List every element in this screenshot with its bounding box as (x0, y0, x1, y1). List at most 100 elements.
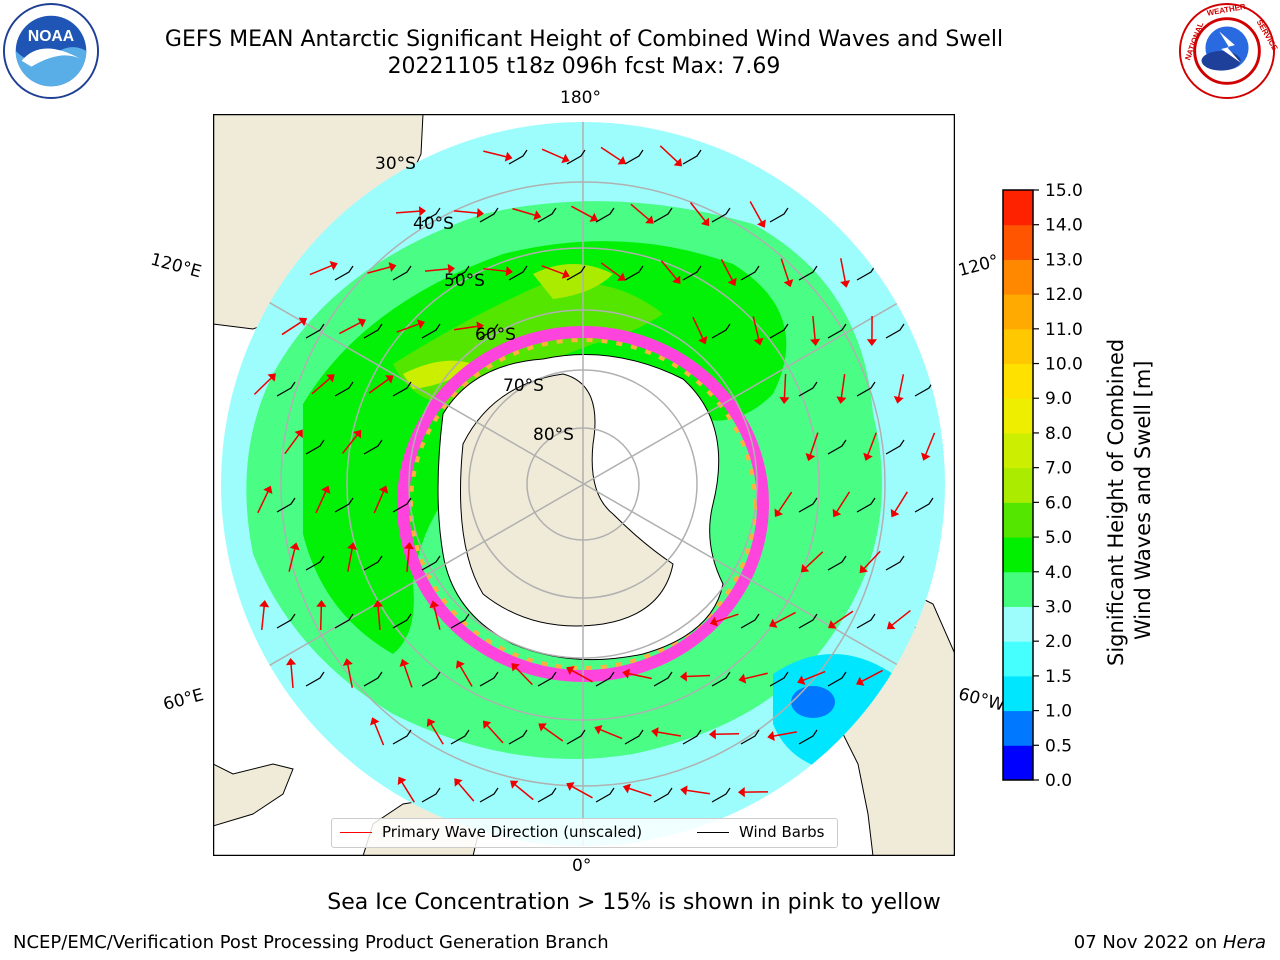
colorbar-tick-label: 1.0 (1045, 702, 1072, 722)
polar-map: 30°S 40°S 50°S 60°S 70°S 80°S (213, 114, 955, 856)
colorbar-swatch (1003, 745, 1033, 781)
wind-barb (392, 381, 412, 397)
colorbar-swatch (1003, 641, 1033, 677)
wave-arrow-head (538, 723, 547, 732)
chart-subtitle: 20221105 t18z 096h fcst Max: 7.69 (387, 54, 781, 79)
wave-arrow (512, 207, 536, 217)
wind-barb (305, 555, 325, 571)
wave-arrow-head (622, 783, 631, 794)
wave-arrow (720, 259, 734, 281)
wind-barb (508, 729, 528, 745)
wave-arrow (515, 666, 533, 686)
wave-arrow-head (370, 717, 380, 726)
wave-arrow-head (856, 676, 865, 686)
wave-arrow (752, 316, 760, 340)
wind-barb (856, 497, 876, 513)
wave-arrow (659, 145, 679, 163)
wave-arrow-head (797, 675, 806, 685)
wave-arrow-head (511, 663, 520, 672)
wave-arrow (571, 669, 593, 683)
colorbar-swatch (1003, 432, 1033, 469)
wave-arrow-head (298, 317, 308, 327)
wave-arrow (257, 490, 269, 514)
wave-arrow-head (680, 785, 688, 796)
colorbar-tick-label: 13.0 (1045, 250, 1083, 270)
wave-arrow (571, 205, 593, 219)
wave-arrow-head (809, 338, 821, 346)
wind-barb (624, 265, 644, 281)
wave-arrow-head (482, 720, 492, 730)
legend-wave-label: Primary Wave Direction (unscaled) (382, 823, 643, 841)
wind-barb (624, 729, 644, 745)
wave-arrow (628, 672, 652, 680)
wave-arrow-head (651, 727, 659, 738)
wave-arrow-head (294, 429, 303, 438)
wave-arrow-head (504, 151, 513, 162)
wave-arrow (867, 432, 877, 456)
wave-arrow (403, 664, 413, 688)
chart-title: GEFS MEAN Antarctic Significant Height o… (164, 27, 1004, 52)
lon-label-0: 0° (572, 856, 592, 876)
wind-barb (682, 265, 702, 281)
wind-barb (856, 613, 876, 629)
wave-arrow-head (429, 600, 440, 609)
wave-arrow (897, 374, 905, 398)
wave-arrow-head (378, 485, 389, 494)
wave-arrow-head (836, 396, 847, 404)
wave-arrow-head (566, 782, 575, 792)
lat-label-30s: 30°S (375, 154, 416, 174)
wave-arrow (483, 150, 507, 158)
wind-barb (276, 613, 296, 629)
wind-barb (711, 787, 731, 803)
wind-barb (334, 613, 354, 629)
wave-arrow (686, 789, 710, 795)
wind-barb (508, 149, 528, 165)
wind-barb (479, 323, 499, 339)
wind-barb (798, 265, 818, 281)
colorbar-swatch (1003, 537, 1033, 573)
colorbar-tick-label: 0.0 (1045, 771, 1072, 790)
colorbar-swatch (1003, 398, 1033, 434)
colorbar-swatch (1003, 328, 1033, 365)
lat-label-80s: 80°S (533, 425, 574, 445)
wind-barb (798, 497, 818, 513)
wave-arrow-head (329, 261, 338, 271)
wave-arrow (809, 432, 819, 456)
wave-arrow (406, 547, 410, 573)
wave-arrow-head (418, 206, 427, 217)
colorbar-label-line1: Significant Height of Combined (1104, 338, 1128, 666)
wave-band-6m (533, 264, 613, 299)
colorbar-swatch (1003, 606, 1033, 642)
lon-label-180: 180° (560, 88, 601, 108)
wave-arrow (482, 267, 508, 273)
wave-arrow (368, 378, 390, 394)
wave-arrow (924, 432, 936, 456)
wind-barb (421, 323, 441, 339)
wave-arrow-head (589, 212, 598, 222)
colorbar-tick-label: 4.0 (1045, 563, 1072, 583)
wave-arrow (290, 663, 294, 689)
wave-arrow-head (756, 219, 766, 228)
wave-arrow-head (698, 336, 708, 345)
wave-arrow (599, 728, 623, 740)
wave-arrow-head (321, 485, 331, 494)
colorbar-tick-label: 11.0 (1045, 320, 1083, 340)
footer-credit: NCEP/EMC/Verification Post Processing Pr… (13, 932, 609, 953)
wind-barb (711, 207, 731, 223)
wave-arrows (253, 145, 936, 803)
wave-arrow-head (774, 508, 783, 518)
wind-barb (363, 555, 383, 571)
wind-barb (885, 555, 905, 571)
wind-barb (885, 439, 905, 455)
wave-arrow (840, 374, 846, 398)
wind-barb (363, 671, 383, 687)
wind-barb (392, 265, 412, 281)
wave-arrow (542, 726, 564, 742)
wind-barb (827, 439, 847, 455)
wave-arrow-head (769, 618, 778, 628)
wind-barb (682, 729, 702, 745)
wind-barb (305, 671, 325, 687)
wave-arrow-head (285, 658, 297, 666)
wind-barb (479, 787, 499, 803)
wave-arrow-head (594, 725, 603, 735)
